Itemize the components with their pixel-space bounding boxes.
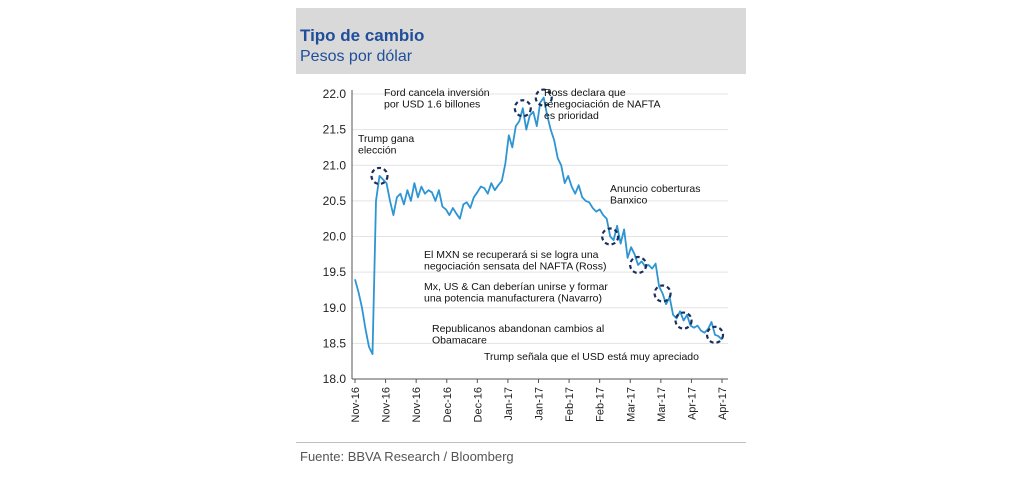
chart-subtitle: Pesos por dólar (300, 48, 413, 65)
x-tick-label: Feb-17 (595, 387, 607, 422)
series-line-usd-mxn (354, 96, 723, 356)
annotation-label-line: Ford cancela inversión (384, 87, 490, 99)
x-tick-label: Feb-17 (564, 387, 576, 422)
y-tick-label: 19.0 (323, 301, 347, 315)
annotation-marker (653, 284, 672, 303)
annotation-label-line: es prioridad (544, 110, 599, 122)
x-tick-label: Dec-16 (472, 387, 484, 422)
x-tick-label: Nov-16 (381, 387, 393, 422)
annotation-label-line: por USD 1.6 billones (384, 99, 480, 111)
x-tick-label: Dec-16 (442, 387, 454, 422)
y-tick-label: 20.0 (323, 230, 347, 244)
y-tick-label: 22.0 (323, 87, 347, 101)
x-tick-label: Apr-17 (717, 387, 729, 420)
annotation-label-line: Obamacare (432, 335, 487, 347)
x-tick-label: Apr-17 (686, 387, 698, 420)
y-tick-label: 19.5 (323, 265, 347, 279)
annotation-label-line: El MXN se recuperará si se logra una (424, 249, 599, 261)
annotation-marker (534, 88, 553, 107)
y-tick-label: 18.0 (323, 372, 347, 386)
y-tick-label: 21.0 (323, 158, 347, 172)
annotation-label: Republicanos abandonan cambios al Obamaca… (432, 323, 604, 347)
annotation-marker (513, 99, 532, 118)
annotation-marker (705, 325, 725, 344)
annotation-label: Trump señala que el USD está muy aprecia… (484, 351, 699, 363)
chart-header: Tipo de cambio Pesos por dólar (296, 8, 746, 74)
y-tick-label: 18.5 (323, 336, 347, 350)
annotation-label-line: Banxico (610, 195, 648, 207)
annotation-label-line: negociación sensata del NAFTA (Ross) (424, 261, 606, 273)
annotation-label: Ross declara que renegociación de NAFTA es… (544, 87, 661, 122)
annotation-label-line: Mx, US & Can deberían unirse y formar (424, 281, 608, 293)
annotation-label-line: Trump gana (358, 133, 414, 145)
annotation-label-line: Anuncio coberturas (610, 183, 700, 195)
y-tick-label: 21.5 (323, 123, 347, 137)
annotation-marker (674, 311, 693, 330)
annotation-marker (370, 166, 389, 186)
annotation-label: Trump gana elección (358, 133, 414, 157)
y-tick-label: 20.5 (323, 194, 347, 208)
annotation-label: Mx, US & Can deberían unirse y formar una… (424, 281, 608, 305)
annotation-label-line: Republicanos abandonan cambios al (432, 323, 604, 335)
x-tick-label: Nov-16 (411, 387, 423, 422)
source-note: Fuente: BBVA Research / Bloomberg (300, 449, 514, 464)
annotation-label: Ford cancela inversión por USD 1.6 billon… (384, 87, 490, 111)
exchange-rate-chart: 18.0 18.5 19.0 19.5 20.0 20.5 21.0 21.5 22.0 Nov-… (323, 87, 729, 422)
x-tick-label: Mar-17 (625, 387, 637, 422)
chart-title: Tipo de cambio (300, 26, 425, 45)
x-tick-label: Nov-16 (350, 387, 362, 422)
source-divider (296, 442, 746, 443)
annotation-marker (629, 255, 648, 275)
annotation-label-line: Ross declara que (544, 87, 626, 99)
x-tick-label: Jan-17 (503, 387, 515, 421)
annotation-marker (601, 227, 620, 246)
annotation-label-line: una potencia manufacturera (Navarro) (424, 293, 602, 305)
annotation-label-line: elección (358, 145, 397, 157)
annotation-label: Anuncio coberturas Banxico (610, 183, 700, 207)
x-tick-label: Jan-17 (534, 387, 546, 421)
annotation-label-line: renegociación de NAFTA (544, 99, 661, 111)
x-tick-label: Mar-17 (656, 387, 668, 422)
annotation-label-line: Trump señala que el USD está muy aprecia… (484, 351, 699, 363)
annotation-label: El MXN se recuperará si se logra una nego… (424, 249, 606, 273)
